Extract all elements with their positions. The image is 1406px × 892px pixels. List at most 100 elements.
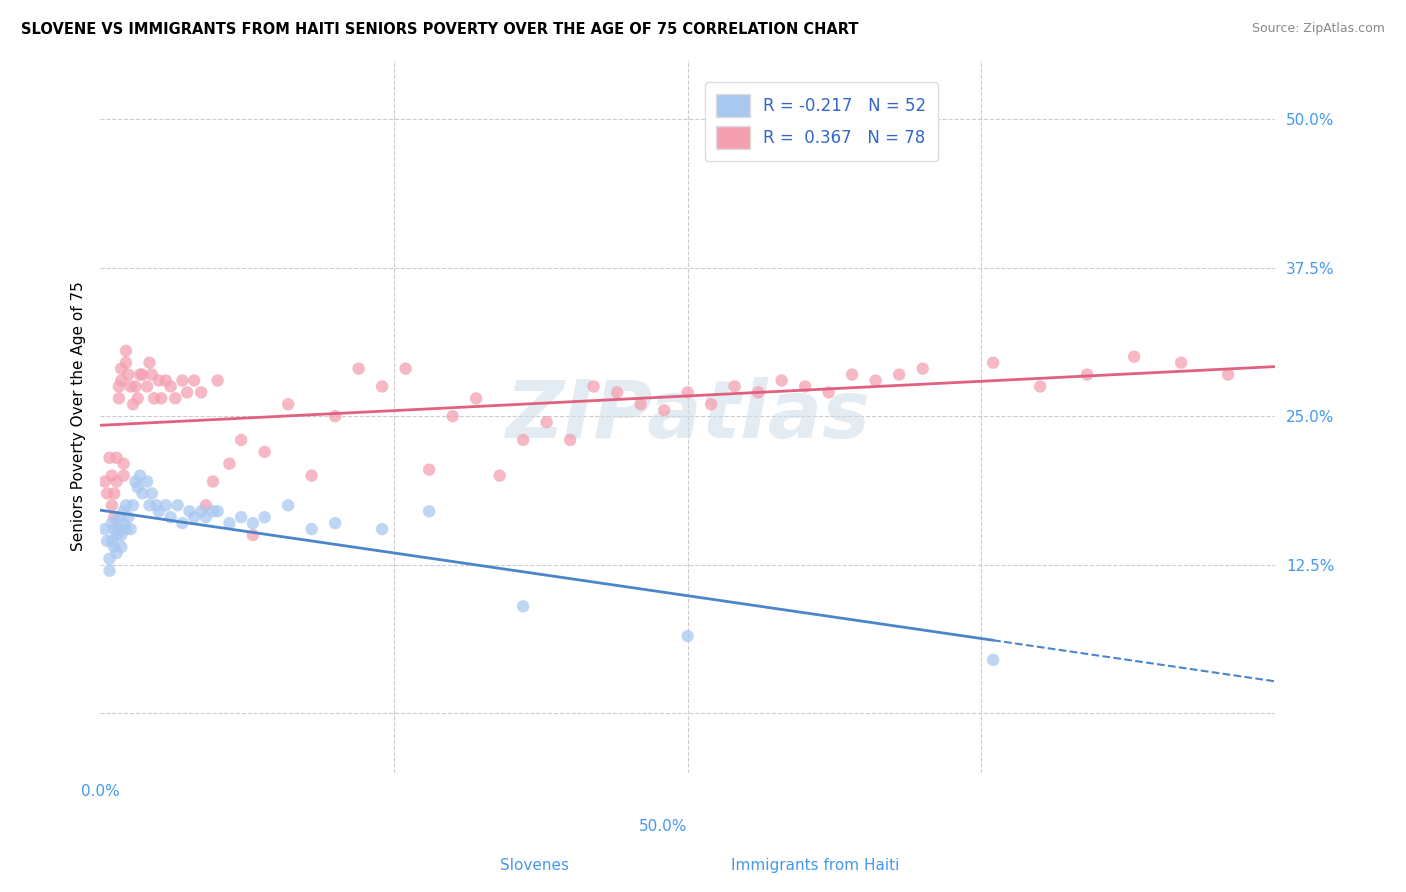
Point <box>98 564 121 578</box>
Point <box>141 486 163 500</box>
Point <box>143 392 166 406</box>
Point <box>488 468 510 483</box>
Point <box>277 499 299 513</box>
Text: SLOVENE VS IMMIGRANTS FROM HAITI SENIORS POVERTY OVER THE AGE OF 75 CORRELATION : SLOVENE VS IMMIGRANTS FROM HAITI SENIORS… <box>21 22 859 37</box>
Point <box>172 516 194 530</box>
Point <box>512 599 534 614</box>
Point <box>165 392 187 406</box>
Point <box>136 475 159 489</box>
Point <box>242 516 264 530</box>
Point <box>371 522 394 536</box>
Point <box>323 409 346 424</box>
Text: ZIPatlas: ZIPatlas <box>505 377 870 455</box>
Point <box>465 392 488 406</box>
Point <box>103 522 125 536</box>
Point <box>96 486 118 500</box>
Point <box>138 499 160 513</box>
Point <box>124 379 146 393</box>
Point <box>166 499 188 513</box>
Point <box>112 457 135 471</box>
Point <box>101 516 124 530</box>
Point <box>129 468 152 483</box>
Point <box>112 516 135 530</box>
Point <box>889 368 911 382</box>
Point <box>441 409 464 424</box>
Point <box>96 533 118 548</box>
Point <box>582 379 605 393</box>
Point <box>817 385 839 400</box>
Point <box>103 510 125 524</box>
Point <box>110 540 132 554</box>
Point <box>145 499 167 513</box>
Point <box>218 457 240 471</box>
Point <box>150 392 173 406</box>
Point <box>179 504 201 518</box>
Point <box>253 445 276 459</box>
Text: 50.0%: 50.0% <box>640 819 688 834</box>
Point <box>794 379 817 393</box>
Point <box>112 468 135 483</box>
Point <box>606 385 628 400</box>
Point <box>201 504 224 518</box>
Point <box>129 368 152 382</box>
Point <box>105 528 128 542</box>
Point <box>105 475 128 489</box>
Point <box>108 379 131 393</box>
Point <box>127 392 149 406</box>
Point <box>207 374 229 388</box>
Point <box>120 522 142 536</box>
Point <box>120 379 142 393</box>
Point <box>131 368 153 382</box>
Point <box>201 475 224 489</box>
Point <box>183 374 205 388</box>
Point <box>103 540 125 554</box>
Point <box>700 397 723 411</box>
Point <box>122 397 145 411</box>
Point <box>652 403 675 417</box>
Point <box>108 522 131 536</box>
Point <box>347 361 370 376</box>
Text: Immigrants from Haiti: Immigrants from Haiti <box>731 858 900 872</box>
Point <box>911 361 934 376</box>
Point <box>218 516 240 530</box>
Point <box>301 522 323 536</box>
Point <box>277 397 299 411</box>
Point <box>115 499 138 513</box>
Point <box>747 385 769 400</box>
Point <box>194 499 217 513</box>
Point <box>676 629 699 643</box>
Point <box>148 504 170 518</box>
Point <box>155 499 177 513</box>
Point <box>115 356 138 370</box>
Point <box>1029 379 1052 393</box>
Point <box>1123 350 1146 364</box>
Point <box>115 522 138 536</box>
Point <box>138 356 160 370</box>
Point <box>1170 356 1192 370</box>
Point <box>94 475 117 489</box>
Point <box>512 433 534 447</box>
Point <box>560 433 582 447</box>
Point <box>159 510 181 524</box>
Point <box>117 510 139 524</box>
Point <box>418 463 440 477</box>
Point <box>112 504 135 518</box>
Point <box>141 368 163 382</box>
Point <box>103 486 125 500</box>
Legend: R = -0.217   N = 52, R =  0.367   N = 78: R = -0.217 N = 52, R = 0.367 N = 78 <box>704 82 938 161</box>
Point <box>110 374 132 388</box>
Point <box>115 343 138 358</box>
Point <box>231 510 253 524</box>
Point <box>190 504 212 518</box>
Point <box>101 499 124 513</box>
Point <box>176 385 198 400</box>
Point <box>536 415 558 429</box>
Point <box>98 551 121 566</box>
Text: Source: ZipAtlas.com: Source: ZipAtlas.com <box>1251 22 1385 36</box>
Point <box>630 397 652 411</box>
Point <box>194 510 217 524</box>
Point <box>418 504 440 518</box>
Point <box>231 433 253 447</box>
Point <box>122 499 145 513</box>
Point <box>981 653 1004 667</box>
